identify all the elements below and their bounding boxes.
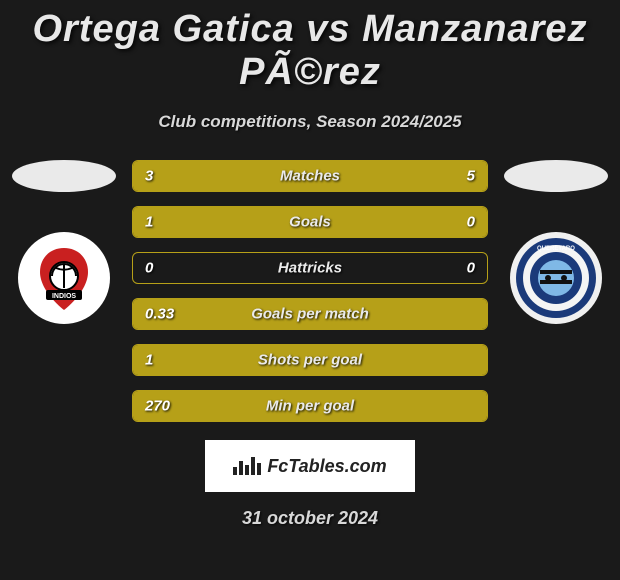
stat-label: Shots per goal [258, 352, 362, 369]
stat-value-left: 0 [145, 260, 153, 277]
stat-row: 1 0 Goals [132, 206, 488, 238]
right-flag [504, 160, 608, 192]
stat-value-right: 5 [467, 168, 475, 185]
left-flag [12, 160, 116, 192]
svg-text:QUERETARO: QUERETARO [537, 246, 575, 252]
stat-value-right: 0 [467, 260, 475, 277]
stat-value-left: 1 [145, 214, 153, 231]
stat-label: Goals per match [251, 306, 369, 323]
indios-logo-icon: INDIOS [28, 242, 100, 314]
comparison-layout: INDIOS 3 5 Matches 1 0 Goals 0 0 Hattricks 0.33 Go… [0, 160, 620, 436]
fctables-logo[interactable]: FcTables.com [205, 440, 415, 492]
left-club-badge: INDIOS [18, 232, 110, 324]
stat-bar-left [133, 207, 399, 237]
stats-column: 3 5 Matches 1 0 Goals 0 0 Hattricks 0.33 Goals per… [120, 160, 500, 436]
stat-value-left: 3 [145, 168, 153, 185]
stat-label: Goals [289, 214, 331, 231]
stat-value-right: 0 [467, 214, 475, 231]
left-side: INDIOS [8, 160, 120, 436]
stat-label: Min per goal [266, 398, 354, 415]
barchart-icon [233, 457, 261, 475]
logo-text: FcTables.com [267, 456, 386, 477]
page-title: Ortega Gatica vs Manzanarez PÃ©rez [0, 0, 620, 94]
stat-label: Hattricks [278, 260, 342, 277]
stat-row: 270 Min per goal [132, 390, 488, 422]
queretaro-logo-icon: QUERETARO [514, 236, 598, 320]
stat-label: Matches [280, 168, 340, 185]
stat-row: 3 5 Matches [132, 160, 488, 192]
date-label: 31 october 2024 [0, 508, 620, 529]
stat-value-left: 270 [145, 398, 170, 415]
right-club-badge: QUERETARO [510, 232, 602, 324]
subtitle: Club competitions, Season 2024/2025 [0, 112, 620, 132]
stat-row: 1 Shots per goal [132, 344, 488, 376]
stat-row: 0.33 Goals per match [132, 298, 488, 330]
stat-value-left: 1 [145, 352, 153, 369]
right-side: QUERETARO [500, 160, 612, 436]
stat-row: 0 0 Hattricks [132, 252, 488, 284]
stat-value-left: 0.33 [145, 306, 174, 323]
svg-text:INDIOS: INDIOS [52, 293, 76, 300]
